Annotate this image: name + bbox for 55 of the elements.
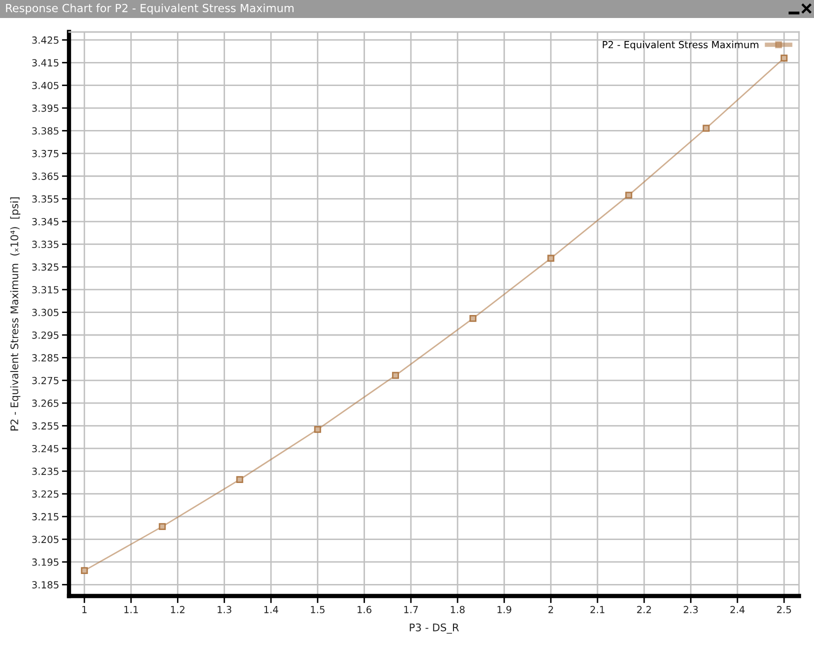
y-tick-label: 3.185 [32,581,58,588]
x-axis-title: P3 - DS_R [410,623,459,634]
y-tick-label: 3.365 [32,172,58,180]
y-tick-label: 3.205 [32,536,58,544]
y-tick-label: 3.245 [32,444,58,452]
point [392,372,399,379]
x-tick-label: 2.4 [730,606,745,614]
y-tick-label: 3.385 [32,127,58,135]
y-tick-label: 3.265 [32,400,58,407]
point [158,523,166,530]
x-tick-label: 1.7 [404,606,418,614]
y-tick-label: 3.345 [32,218,58,226]
x-tick-label: 1.8 [450,606,465,614]
y-tick-label: 3.355 [32,195,58,203]
y-tick-label: 3.375 [32,150,58,158]
y-tick-label: 3.305 [32,308,58,316]
point [80,567,88,574]
point [314,426,322,433]
point [236,476,244,484]
legend-label: P2 - Equivalent Stress Maximum [602,40,758,50]
y-tick-label: 3.425 [32,36,58,44]
point [625,192,632,199]
x-tick-label: 2.1 [590,606,604,614]
y-tick-label: 3.395 [32,104,58,112]
y-axis-title: P2 - Equivalent Stress Maximum (ₓ10⁴) [psi] [10,197,20,430]
x-tick-label: 1.2 [171,606,184,614]
x-tick-label: 1.6 [358,606,372,614]
y-tick-label: 3.415 [32,59,58,66]
y-tick-label: 3.195 [32,558,58,566]
y-tick-label: 3.215 [32,513,58,520]
chart-title: Response Chart for P2 - Equivalent Stress Maximum [6,4,294,14]
x-tick-label: 1 [82,606,87,614]
x-tick-label: 2.2 [637,606,651,614]
point [547,254,554,262]
y-tick-label: 3.285 [32,354,58,362]
x-tick-label: 2 [548,606,553,614]
x-tick-label: 1.3 [218,606,232,614]
point [469,314,476,322]
point [702,124,710,132]
x-tick-label: 2.3 [684,606,698,614]
y-tick-label: 3.275 [32,376,58,384]
y-tick-label: 3.335 [32,240,58,248]
y-tick-label: 3.295 [32,331,58,339]
x-tick-label: 1.1 [124,606,138,614]
y-tick-label: 3.405 [32,82,58,90]
y-tick-label: 3.315 [32,286,58,294]
y-tick-label: 3.235 [32,468,58,476]
x-tick-label: 1.4 [264,606,278,614]
y-tick-label: 3.255 [32,422,58,430]
x-tick-label: 2.5 [777,606,791,614]
y-tick-label: 3.225 [32,490,58,498]
x-tick-label: 1.9 [498,606,512,614]
point [780,54,788,62]
y-tick-label: 3.325 [32,263,58,271]
x-tick-label: 1.5 [310,606,324,614]
